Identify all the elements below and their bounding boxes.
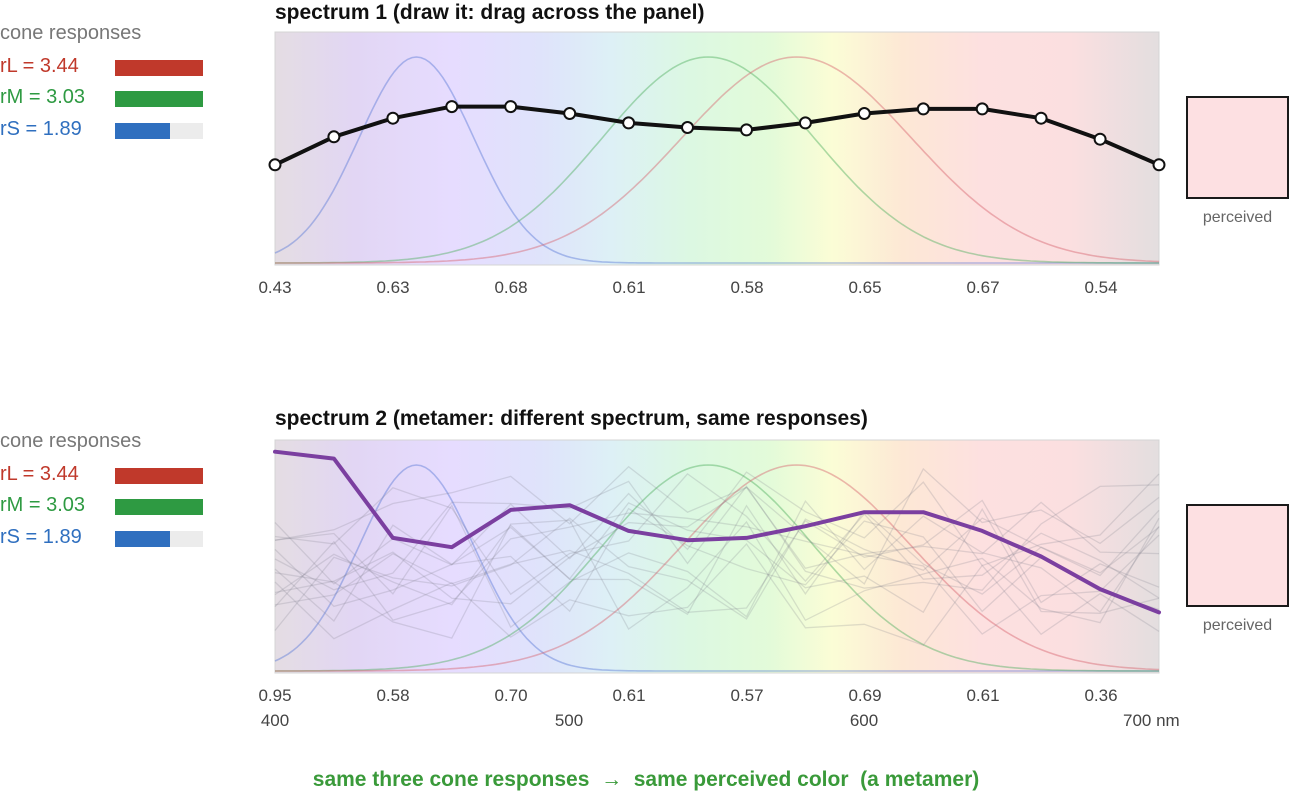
alt-metamer-line [274,507,1160,613]
value-tick-label: 0.61 [966,686,999,705]
cone-label-s: rS = 1.89 [0,118,82,140]
value-tick-label: 0.61 [612,278,645,297]
cone-row-m: rM = 3.03 [0,494,210,516]
response-bar-s [115,123,203,139]
spectrum-handle[interactable] [622,116,636,130]
spectrum-handle[interactable] [563,107,577,120]
spectrum-handle[interactable] [681,121,694,134]
response-bar-fill-s [115,531,171,547]
value-tick-label: 0.58 [730,278,763,297]
alt-metamer-line [274,465,1160,585]
spectrum-handle[interactable] [1093,132,1107,146]
panel-title-spectrum-1: spectrum 1 (draw it: drag across the pan… [275,1,705,24]
response-bar-fill-l [115,60,203,76]
alt-metamer-line [274,502,1160,622]
spectrum-background [274,439,1160,674]
spectrum-1-drawing-panel[interactable]: 0.43 0.63 0.68 0.61 0.58 0.65 0.67 0.54 [250,20,1190,300]
value-tick-label: 0.61 [612,686,645,705]
value-tick-label: 0.36 [1084,686,1117,705]
value-tick-label: 0.68 [494,278,527,297]
spectrum-handle[interactable] [857,107,871,120]
perceived-label-2: perceived [1202,617,1273,634]
l-cone-curve [275,464,1160,672]
spectrum-handle[interactable] [327,130,341,144]
spectrum-line [273,449,1161,615]
alt-metamer-line [274,499,1160,613]
cone-row-l: rL = 3.44 [0,463,210,485]
m-cone-curve [274,56,1159,264]
cone-row-l: rL = 3.44 [0,55,210,77]
alt-metamer-line [274,471,1160,585]
perceived-color-swatch-2 [1186,504,1289,607]
alt-metamer-line [274,517,1160,639]
response-bar-s [115,531,203,547]
spectrum-background [274,31,1160,266]
cone-row-m: rM = 3.03 [0,86,210,108]
spectrum-handle[interactable] [445,100,459,114]
spectrum-handle[interactable] [916,102,930,116]
value-tick-label: 0.95 [258,686,291,705]
cone-label-l: rL = 3.44 [0,55,79,77]
l-cone-curve [275,56,1160,264]
m-cone-curve [274,464,1159,672]
alt-metamer-line [274,504,1160,616]
value-tick-label: 0.57 [730,686,763,705]
response-bar-l [115,60,203,76]
metamer-caption: same three cone responses → same perceiv… [312,768,980,791]
perceived-label-1: perceived [1202,209,1273,226]
alt-metamer-line [274,480,1160,591]
value-tick-label: 0.43 [258,278,291,297]
s-cone-curve [274,464,1159,672]
alt-metamer-line [274,473,1160,599]
spectrum-2-metamer-panel: 0.95 0.58 0.70 0.61 0.57 0.69 0.61 0.36 400 500 60… [258,439,1180,730]
cone-responses-title: cone responses [0,430,142,452]
spectrum-handle[interactable] [798,116,812,130]
response-bar-fill-l [115,468,203,484]
wavelength-tick-label: 500 [555,711,583,730]
alt-metamer-line [274,499,1160,629]
spectrum-line [273,104,1161,167]
alt-metamer-line [274,512,1160,635]
value-tick-label: 0.54 [1084,278,1117,297]
alt-metamer-line [274,542,1160,646]
value-tick-label: 0.70 [494,686,527,705]
spectrum-handle[interactable] [504,100,518,114]
response-bar-l [115,468,203,484]
s-cone-curve [274,56,1159,264]
cone-label-s: rS = 1.89 [0,526,82,548]
alt-metamer-line [274,486,1160,605]
value-tick-label: 0.58 [376,686,409,705]
wavelength-tick-label: 700 nm [1123,711,1180,730]
value-tick-label: 0.63 [376,278,409,297]
cone-responses-title: cone responses [0,22,142,44]
value-tick-label: 0.69 [848,686,881,705]
wavelength-tick-label: 400 [261,711,289,730]
spectrum-handle[interactable] [1034,111,1048,125]
cone-label-l: rL = 3.44 [0,463,79,485]
value-tick-label: 0.65 [848,278,881,297]
spectrum-handle[interactable] [268,158,282,172]
value-tick-label: 0.67 [966,278,999,297]
response-bar-m [115,499,203,515]
response-bar-m [115,91,203,107]
alt-metamer-line [274,509,1160,631]
response-bar-fill-s [115,123,171,139]
spectrum-handle[interactable] [975,102,989,116]
spectrum-handle[interactable] [1152,158,1166,172]
response-bar-fill-m [115,91,203,107]
cone-label-m: rM = 3.03 [0,86,86,108]
spectrum-handle[interactable] [740,123,753,137]
cone-row-s: rS = 1.89 [0,118,210,140]
cone-row-s: rS = 1.89 [0,526,210,548]
response-bar-fill-m [115,499,203,515]
wavelength-tick-label: 600 [850,711,878,730]
cone-label-m: rM = 3.03 [0,494,86,516]
panel-title-spectrum-2: spectrum 2 (metamer: different spectrum,… [275,407,868,430]
perceived-color-swatch-1 [1186,96,1289,199]
spectrum-handle[interactable] [386,111,400,125]
